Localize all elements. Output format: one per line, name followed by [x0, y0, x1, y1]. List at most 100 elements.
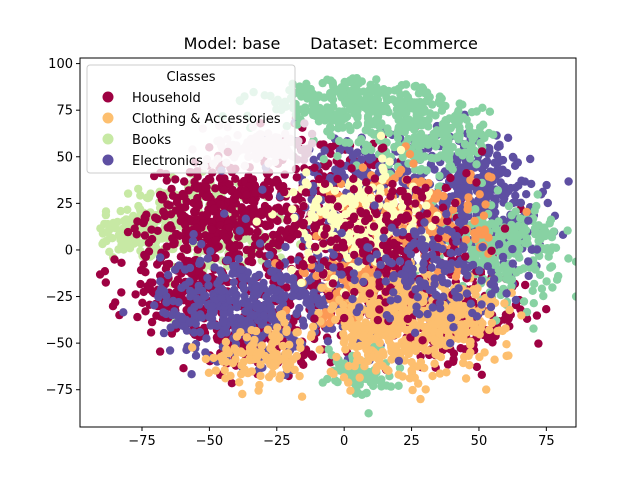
data-point — [542, 277, 551, 286]
data-point — [571, 292, 576, 301]
data-point — [481, 200, 490, 209]
data-point — [381, 287, 390, 296]
data-point — [495, 326, 504, 335]
data-point — [296, 85, 305, 94]
data-point — [360, 362, 369, 371]
data-point — [162, 298, 171, 307]
data-point — [244, 301, 253, 310]
data-point — [432, 336, 441, 346]
data-point — [219, 351, 228, 360]
data-point — [179, 364, 188, 373]
data-point — [361, 216, 370, 226]
data-point — [455, 303, 464, 312]
data-point — [260, 351, 270, 361]
data-point — [511, 191, 520, 200]
data-point — [218, 357, 227, 366]
data-point — [337, 168, 346, 177]
data-point — [564, 177, 573, 186]
data-point — [326, 131, 336, 140]
data-point — [530, 206, 539, 215]
data-point — [327, 305, 336, 314]
data-point — [348, 74, 358, 83]
data-point — [543, 198, 552, 208]
data-point — [303, 92, 313, 102]
data-point — [446, 173, 455, 183]
data-point — [308, 352, 317, 361]
data-point — [200, 291, 209, 300]
data-point — [347, 90, 356, 100]
points-layer — [95, 74, 576, 418]
data-point — [298, 259, 308, 269]
data-point — [193, 183, 202, 192]
data-point — [205, 312, 214, 321]
data-point — [230, 243, 239, 252]
data-point — [352, 194, 361, 203]
data-point — [331, 165, 340, 174]
data-point — [194, 201, 203, 210]
data-point — [168, 234, 177, 243]
data-point — [264, 192, 274, 202]
data-point — [335, 366, 344, 375]
data-point — [353, 106, 362, 115]
data-point — [313, 294, 322, 303]
data-point — [484, 128, 494, 138]
data-point — [196, 257, 205, 267]
data-point — [546, 263, 555, 272]
data-point — [366, 80, 375, 90]
data-point — [353, 356, 362, 365]
data-point — [417, 121, 427, 130]
data-point — [340, 313, 349, 323]
data-point — [388, 179, 397, 189]
data-point — [411, 115, 421, 125]
data-point — [249, 311, 258, 320]
data-point — [470, 216, 479, 226]
data-point — [407, 366, 416, 375]
data-point — [325, 105, 334, 115]
data-point — [374, 194, 384, 203]
data-point — [147, 225, 156, 234]
data-point — [472, 362, 482, 372]
data-point — [335, 295, 344, 304]
data-point — [540, 223, 549, 232]
data-point — [263, 259, 273, 268]
data-point — [471, 234, 480, 244]
data-point — [515, 265, 524, 275]
data-point — [472, 107, 481, 116]
data-point — [175, 261, 184, 270]
data-point — [166, 323, 175, 332]
data-point — [484, 172, 493, 181]
data-point — [398, 372, 407, 381]
data-point — [282, 283, 291, 292]
data-point — [344, 233, 353, 242]
data-point — [388, 207, 398, 216]
data-point — [287, 265, 296, 275]
data-point — [265, 221, 275, 230]
data-point — [359, 249, 368, 258]
data-point — [441, 183, 450, 193]
data-point — [330, 186, 340, 195]
data-point — [311, 242, 320, 252]
data-point — [341, 345, 350, 354]
data-point — [260, 233, 270, 242]
data-point — [293, 230, 302, 239]
data-point — [383, 244, 392, 253]
data-point — [379, 106, 388, 116]
data-point — [527, 179, 536, 189]
data-point — [322, 224, 331, 233]
data-point — [258, 185, 267, 194]
data-point — [382, 202, 392, 211]
data-point — [116, 235, 125, 244]
data-point — [529, 324, 538, 333]
data-point — [167, 184, 176, 194]
data-point — [414, 89, 424, 98]
data-point — [157, 234, 166, 243]
data-point — [445, 192, 455, 202]
data-point — [519, 297, 529, 306]
data-point — [181, 236, 191, 245]
data-point — [136, 239, 145, 248]
data-point — [530, 279, 539, 289]
data-point — [430, 359, 439, 368]
data-point — [95, 270, 105, 279]
data-point — [255, 239, 265, 248]
data-point — [411, 185, 421, 195]
